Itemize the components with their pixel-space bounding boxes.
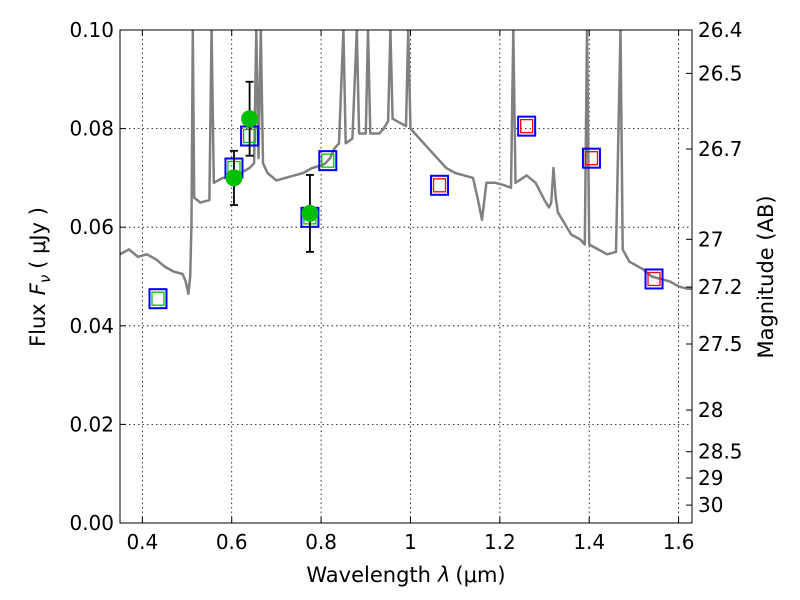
model-box-inner — [584, 151, 599, 166]
tick-layer: 0.4 0.6 0.8 1 1.2 1.4 1.6 0.00 0.02 0.04 0.06 0.08 0… — [69, 18, 742, 554]
y-tick-label: 0.06 — [69, 215, 114, 239]
model-box-inner — [321, 153, 335, 168]
y-tick-label: 0.08 — [69, 117, 114, 141]
model-box-inner — [520, 118, 534, 134]
model-box-marker — [644, 268, 664, 290]
model-box-marker — [430, 174, 450, 196]
y-tick-label: 0.04 — [69, 314, 114, 338]
y2-tick-label: 27 — [698, 227, 723, 251]
marker-layer — [148, 80, 664, 310]
observed-point — [225, 169, 243, 187]
y2-axis-title: Magnitude (AB) — [754, 195, 778, 358]
model-box-marker — [581, 147, 601, 169]
x-tick-label: 0.8 — [305, 530, 337, 554]
y2-tick-label: 26.5 — [698, 61, 743, 85]
plot-frame — [119, 29, 693, 524]
x-tick-label: 0.6 — [216, 530, 248, 554]
model-box-marker — [517, 115, 537, 137]
y-tick-label: 0.02 — [69, 412, 114, 436]
y2-tick-label: 26.4 — [698, 18, 743, 42]
x-tick-label: 1.2 — [484, 530, 516, 554]
y2-tick-label: 27.2 — [698, 275, 743, 299]
y2-tick-label: 26.7 — [698, 137, 743, 161]
y-tick-label: 0.10 — [69, 18, 114, 42]
x-tick-label: 0.4 — [126, 530, 158, 554]
model-box-inner — [151, 291, 165, 306]
x-tick-label: 1.4 — [573, 530, 605, 554]
y2-tick-label: 29 — [698, 466, 723, 490]
y-tick-label: 0.00 — [69, 511, 114, 535]
sed-layer — [120, 30, 692, 296]
y2-tick-label: 27.5 — [698, 332, 743, 356]
y2-tick-label: 30 — [698, 493, 723, 517]
observed-point — [301, 204, 319, 222]
model-box-inner — [432, 178, 447, 193]
model-box-marker — [148, 288, 168, 310]
y2-tick-label: 28 — [698, 398, 723, 422]
y-axis-title: FluxFν( μJy ) — [26, 207, 54, 347]
x-axis-title: Wavelength λ (μm) — [306, 563, 505, 587]
observed-point — [241, 110, 259, 128]
x-tick-label: 1.6 — [663, 530, 695, 554]
sed-line — [120, 30, 692, 296]
x-tick-label: 1 — [404, 530, 417, 554]
model-box-inner — [647, 271, 661, 287]
model-box-marker — [318, 150, 338, 172]
y2-tick-label: 28.5 — [698, 440, 743, 464]
